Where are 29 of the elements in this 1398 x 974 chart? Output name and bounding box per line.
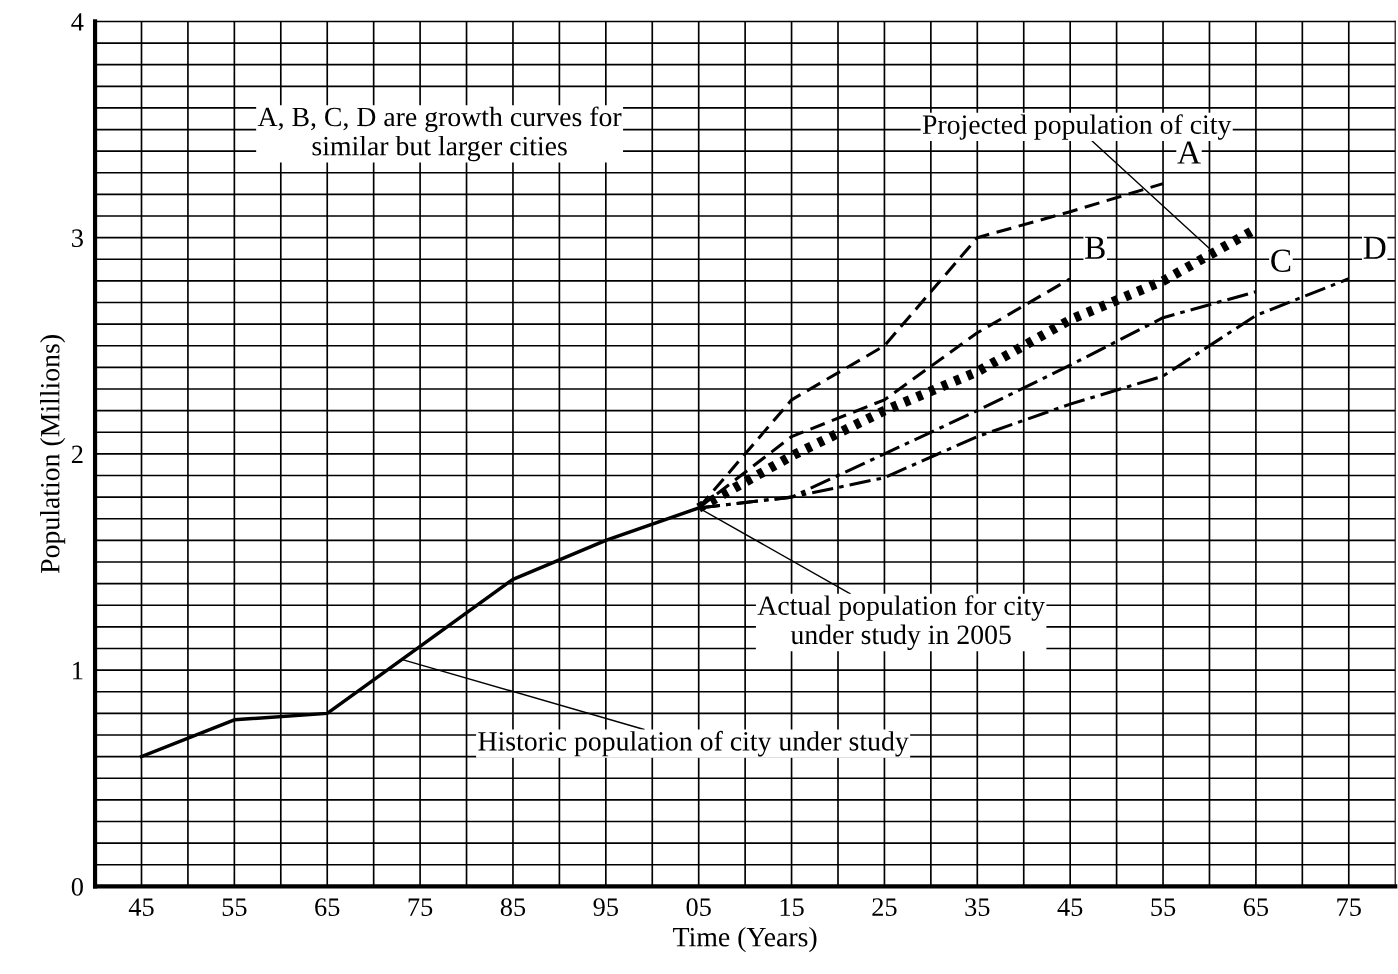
x-tick-label: 25: [872, 898, 897, 917]
y-tick-label: 0: [71, 877, 83, 896]
y-tick-label: 4: [71, 13, 84, 31]
annotation: Actual population for city under study in 2005: [757, 595, 1045, 650]
x-tick-label: 45: [128, 898, 154, 917]
y-tick-label: 1: [73, 661, 83, 680]
series-label: A: [1177, 141, 1201, 164]
x-tick-label: 15: [780, 898, 804, 917]
annotation: A, B, C, D are growth curves for similar but larger cities: [257, 106, 622, 162]
y-axis-title: Population (Millions): [40, 335, 66, 574]
series-label: B: [1085, 236, 1105, 259]
x-tick-label: 05: [686, 898, 711, 917]
x-tick-label: 45: [1057, 898, 1083, 917]
x-tick-label: 85: [500, 898, 526, 917]
x-tick-label: 95: [593, 898, 618, 917]
annotation: Historic population of city under study: [478, 730, 909, 757]
x-axis-title: Time (Years): [673, 926, 817, 953]
y-tick-label: 2: [71, 445, 83, 464]
x-tick-label: 75: [1337, 898, 1361, 917]
y-tick-label: 3: [72, 229, 83, 248]
x-tick-label: 55: [222, 898, 247, 917]
x-tick-label: 55: [1151, 898, 1176, 917]
series-label: C: [1271, 249, 1291, 272]
x-tick-label: 65: [315, 898, 340, 917]
series-label: D: [1363, 236, 1386, 259]
x-tick-label: 65: [1243, 898, 1269, 917]
x-tick-label: 35: [965, 898, 990, 917]
annotation: Projected population of city: [922, 114, 1232, 140]
x-tick-label: 75: [408, 898, 433, 917]
